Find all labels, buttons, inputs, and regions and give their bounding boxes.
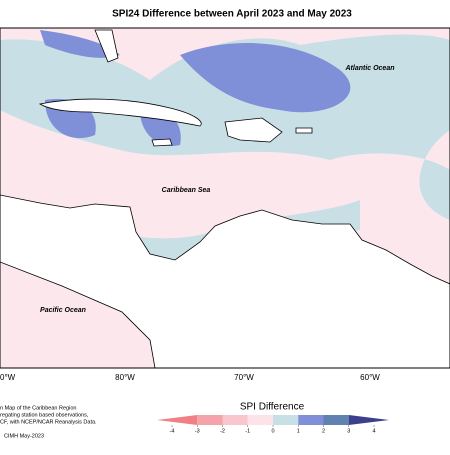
colorbar-tick-label: -4 bbox=[170, 428, 175, 434]
colorbar-tick-label: 1 bbox=[297, 428, 300, 434]
colorbar-segment bbox=[323, 415, 349, 425]
colorbar-tick-label: 0 bbox=[271, 428, 274, 434]
colorbar-segment bbox=[222, 415, 248, 425]
land bbox=[94, 29, 119, 63]
ocean-label: Atlantic Ocean bbox=[344, 65, 394, 72]
colorbar-segment bbox=[348, 415, 389, 425]
land bbox=[38, 98, 202, 127]
colorbar: -4 -3 -2 -1 0 1 2 3 4 bbox=[157, 415, 389, 434]
note: CF, with NCEP/NCAR Reanalysis Data. bbox=[0, 419, 97, 425]
note: CIMH May-2023 bbox=[4, 433, 44, 439]
strong-wet-anomaly bbox=[180, 43, 351, 113]
title: SPI24 Difference between April 2023 and … bbox=[112, 9, 352, 20]
colorbar-title: SPI Difference bbox=[240, 402, 305, 413]
colorbar-tick-label: -3 bbox=[195, 428, 200, 434]
strong-wet-anomaly bbox=[40, 30, 120, 58]
land bbox=[151, 138, 173, 147]
longitude-label: 60°W bbox=[360, 373, 380, 382]
longitude-label: 70°W bbox=[234, 373, 254, 382]
map: Atlantic Ocean Caribbean Sea Pacific Oce… bbox=[0, 27, 450, 369]
land bbox=[224, 117, 283, 143]
colorbar-tick-label: -2 bbox=[220, 428, 225, 434]
colorbar-tick-label: 4 bbox=[372, 428, 375, 434]
longitude-label: 0°W bbox=[0, 373, 16, 382]
colorbar-tick-label: 2 bbox=[322, 428, 325, 434]
colorbar-segment bbox=[197, 415, 223, 425]
map-frame bbox=[0, 27, 450, 369]
land bbox=[0, 194, 450, 369]
ocean-label: Caribbean Sea bbox=[162, 187, 211, 194]
longitude-label: 80°W bbox=[115, 373, 135, 382]
note: regating station based observations, bbox=[0, 412, 89, 418]
colorbar-segment bbox=[247, 415, 273, 425]
colorbar-segment bbox=[273, 415, 299, 425]
ocean-label: Pacific Ocean bbox=[40, 307, 86, 314]
colorbar-segment bbox=[157, 415, 198, 425]
note: n Map of the Caribbean Region bbox=[0, 405, 76, 411]
colorbar-tick-label: -1 bbox=[245, 428, 250, 434]
colorbar-tick-label: 3 bbox=[347, 428, 350, 434]
land bbox=[295, 127, 313, 134]
colorbar-segment bbox=[298, 415, 324, 425]
